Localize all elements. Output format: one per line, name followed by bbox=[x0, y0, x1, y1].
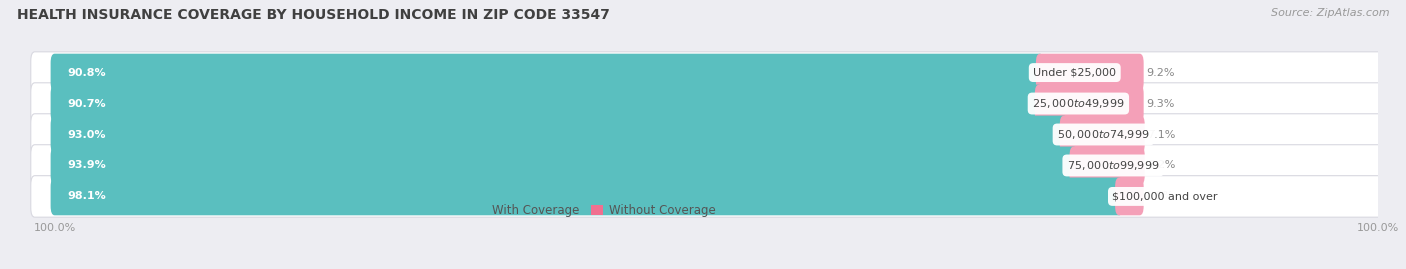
FancyBboxPatch shape bbox=[51, 147, 1077, 184]
Text: 90.7%: 90.7% bbox=[67, 98, 107, 108]
Text: 9.2%: 9.2% bbox=[1146, 68, 1175, 77]
Text: 1.9%: 1.9% bbox=[1146, 192, 1174, 201]
FancyBboxPatch shape bbox=[31, 52, 1402, 93]
Text: 90.8%: 90.8% bbox=[67, 68, 107, 77]
FancyBboxPatch shape bbox=[1060, 116, 1144, 153]
Text: 93.0%: 93.0% bbox=[67, 129, 107, 140]
FancyBboxPatch shape bbox=[31, 83, 1402, 124]
Text: $50,000 to $74,999: $50,000 to $74,999 bbox=[1057, 128, 1150, 141]
Text: $75,000 to $99,999: $75,000 to $99,999 bbox=[1067, 159, 1160, 172]
FancyBboxPatch shape bbox=[31, 176, 1402, 217]
FancyBboxPatch shape bbox=[1036, 54, 1143, 91]
Text: 93.9%: 93.9% bbox=[67, 161, 107, 171]
FancyBboxPatch shape bbox=[1070, 147, 1144, 184]
FancyBboxPatch shape bbox=[51, 85, 1043, 122]
Text: $100,000 and over: $100,000 and over bbox=[1112, 192, 1218, 201]
FancyBboxPatch shape bbox=[31, 114, 1402, 155]
FancyBboxPatch shape bbox=[31, 145, 1402, 186]
Text: 6.2%: 6.2% bbox=[1147, 161, 1175, 171]
Text: HEALTH INSURANCE COVERAGE BY HOUSEHOLD INCOME IN ZIP CODE 33547: HEALTH INSURANCE COVERAGE BY HOUSEHOLD I… bbox=[17, 8, 610, 22]
Legend: With Coverage, Without Coverage: With Coverage, Without Coverage bbox=[470, 199, 720, 222]
Text: 7.1%: 7.1% bbox=[1147, 129, 1175, 140]
Text: Source: ZipAtlas.com: Source: ZipAtlas.com bbox=[1271, 8, 1389, 18]
Text: $25,000 to $49,999: $25,000 to $49,999 bbox=[1032, 97, 1125, 110]
Text: 9.3%: 9.3% bbox=[1146, 98, 1174, 108]
Text: 98.1%: 98.1% bbox=[67, 192, 107, 201]
FancyBboxPatch shape bbox=[51, 178, 1123, 215]
Text: Under $25,000: Under $25,000 bbox=[1033, 68, 1116, 77]
FancyBboxPatch shape bbox=[1035, 85, 1143, 122]
FancyBboxPatch shape bbox=[51, 54, 1043, 91]
FancyBboxPatch shape bbox=[1115, 178, 1143, 215]
FancyBboxPatch shape bbox=[51, 116, 1067, 153]
